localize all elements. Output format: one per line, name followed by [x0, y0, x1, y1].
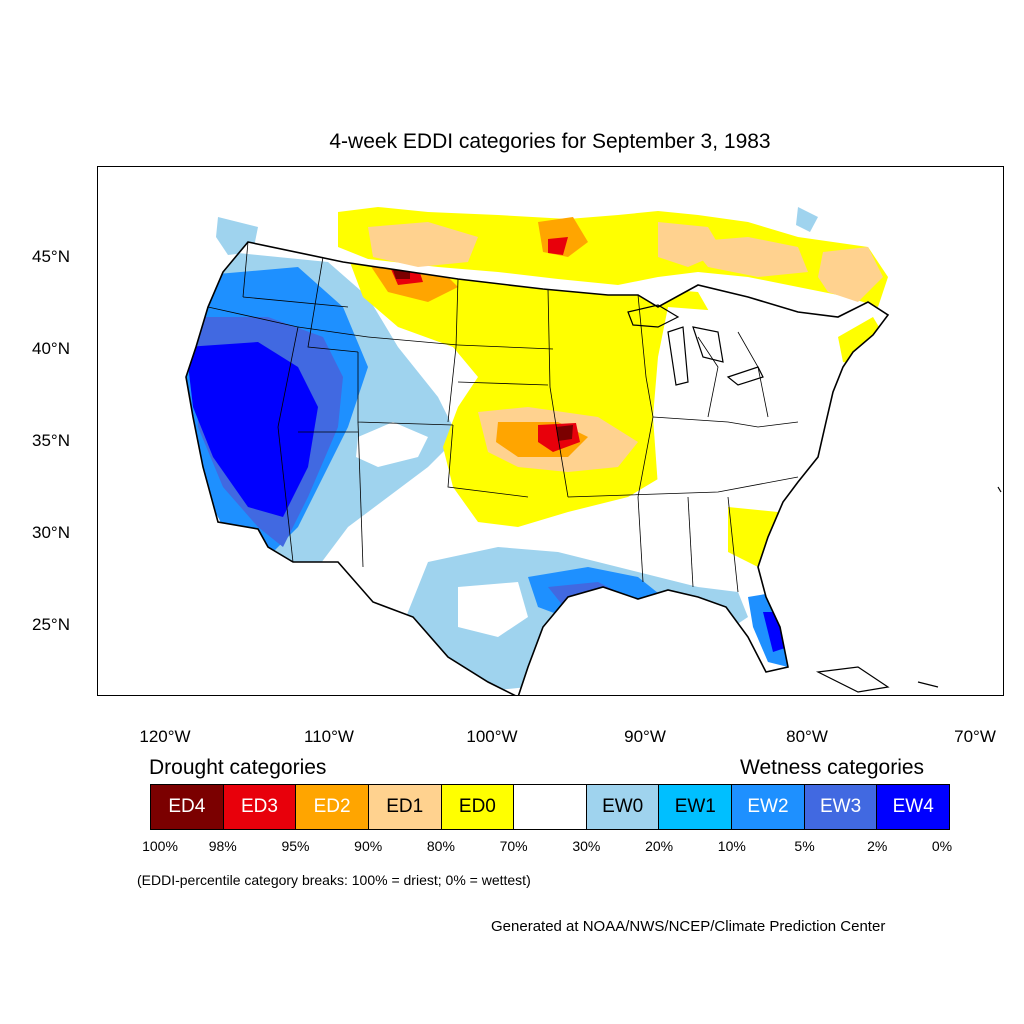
legend-cell-ew0: EW0	[586, 785, 660, 829]
percent-break-label: 30%	[572, 838, 601, 854]
lon-label-80: 80°W	[786, 727, 828, 746]
percent-break-label: 0%	[931, 838, 953, 854]
legend-cell-ed4: ED4	[151, 785, 224, 829]
legend-cell-ed1: ED1	[368, 785, 442, 829]
legend-cell-ed3: ED3	[223, 785, 297, 829]
percent-break-label: 98%	[208, 838, 237, 854]
lat-label-35: 35°N	[32, 431, 70, 450]
legend-cell-ew2: EW2	[732, 785, 805, 829]
lon-label-120: 120°W	[139, 727, 191, 746]
lat-label-30: 30°N	[32, 523, 70, 542]
legend-bar: ED4 ED3 ED2 ED1 ED0 EW0 EW1 EW2 EW3 EW4	[150, 784, 950, 830]
eddi-map	[185, 207, 1002, 695]
percent-break-label: 20%	[645, 838, 674, 854]
lon-label-110: 110°W	[304, 727, 354, 746]
lon-label-100: 100°W	[466, 727, 518, 746]
legend-cell-ew4: EW4	[877, 785, 950, 829]
percent-break-label: 2%	[867, 838, 888, 854]
percent-break-label: 5%	[794, 838, 815, 854]
lon-label-90: 90°W	[624, 727, 666, 746]
percent-break-label: 10%	[717, 838, 746, 854]
legend-cell-ew3: EW3	[804, 785, 878, 829]
lat-label-40: 40°N	[32, 339, 70, 358]
percent-break-label: 100%	[142, 838, 178, 854]
map-title: 4-week EDDI categories for September 3, …	[329, 130, 771, 153]
legend-cell-ed2: ED2	[296, 785, 369, 829]
drought-heading: Drought categories	[149, 756, 327, 779]
legend-cell-normal	[514, 785, 587, 829]
percent-break-label: 95%	[281, 838, 310, 854]
wetness-heading: Wetness categories	[740, 756, 925, 779]
credit-line: Generated at NOAA/NWS/NCEP/Climate Predi…	[491, 918, 886, 935]
lat-axis: 45°N 40°N 35°N 30°N 25°N	[0, 0, 70, 700]
lat-label-45: 45°N	[32, 247, 70, 266]
lat-label-25: 25°N	[32, 615, 70, 634]
percent-break-label: 90%	[354, 838, 383, 854]
lon-label-70: 70°W	[954, 727, 996, 746]
percent-break-label: 80%	[426, 838, 455, 854]
boundaries	[185, 241, 1002, 695]
legend-cell-ew1: EW1	[659, 785, 733, 829]
legend-cell-ed0: ED0	[441, 785, 515, 829]
map-frame	[97, 166, 1004, 696]
percent-break-label: 70%	[499, 838, 528, 854]
category-note: (EDDI-percentile category breaks: 100% =…	[137, 872, 531, 888]
